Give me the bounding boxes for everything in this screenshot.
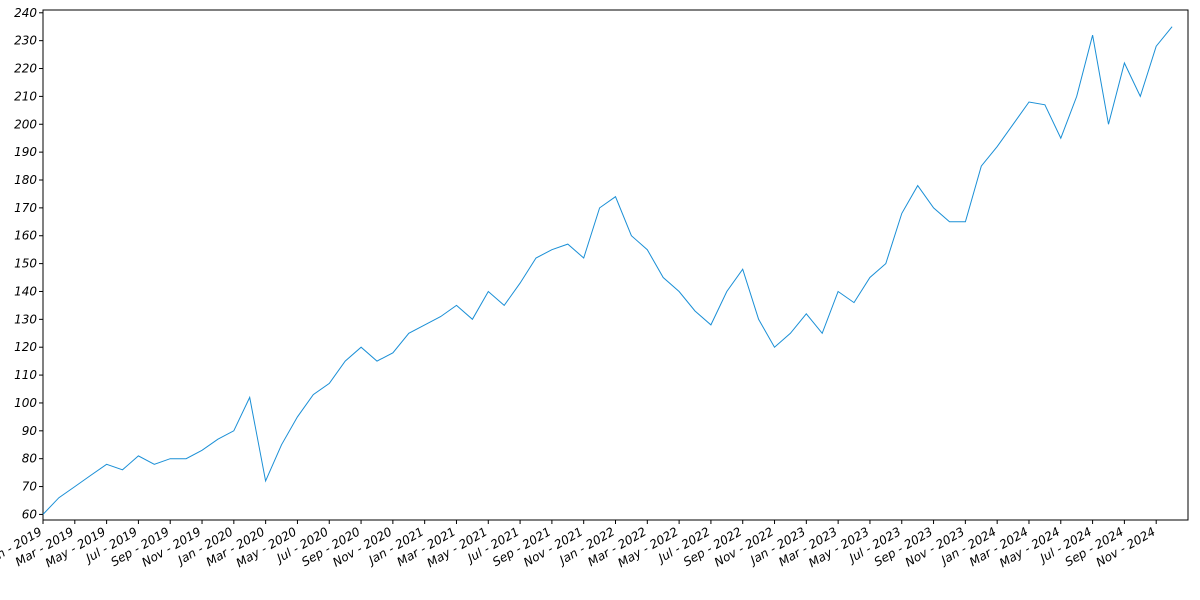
y-tick-label: 60 (22, 507, 38, 521)
y-tick-label: 70 (22, 480, 38, 494)
y-tick-label: 190 (14, 145, 37, 159)
y-tick-label: 120 (14, 340, 37, 354)
y-tick-label: 160 (14, 229, 37, 243)
y-tick-label: 130 (14, 312, 37, 326)
y-tick-label: 170 (14, 201, 37, 215)
y-tick-label: 230 (14, 34, 37, 48)
y-tick-label: 140 (14, 284, 37, 298)
y-tick-label: 90 (22, 424, 38, 438)
y-tick-label: 180 (14, 173, 37, 187)
y-tick-label: 100 (14, 396, 37, 410)
y-tick-label: 200 (14, 117, 37, 131)
y-tick-label: 80 (22, 452, 38, 466)
plot-frame (42, 9, 1189, 521)
y-tick-label: 110 (14, 368, 37, 382)
y-tick-label: 240 (14, 6, 37, 20)
y-tick-label: 210 (14, 89, 37, 103)
y-tick-label: 220 (14, 62, 37, 76)
price-line (42, 26, 1173, 515)
y-tick-label: 150 (14, 257, 37, 271)
